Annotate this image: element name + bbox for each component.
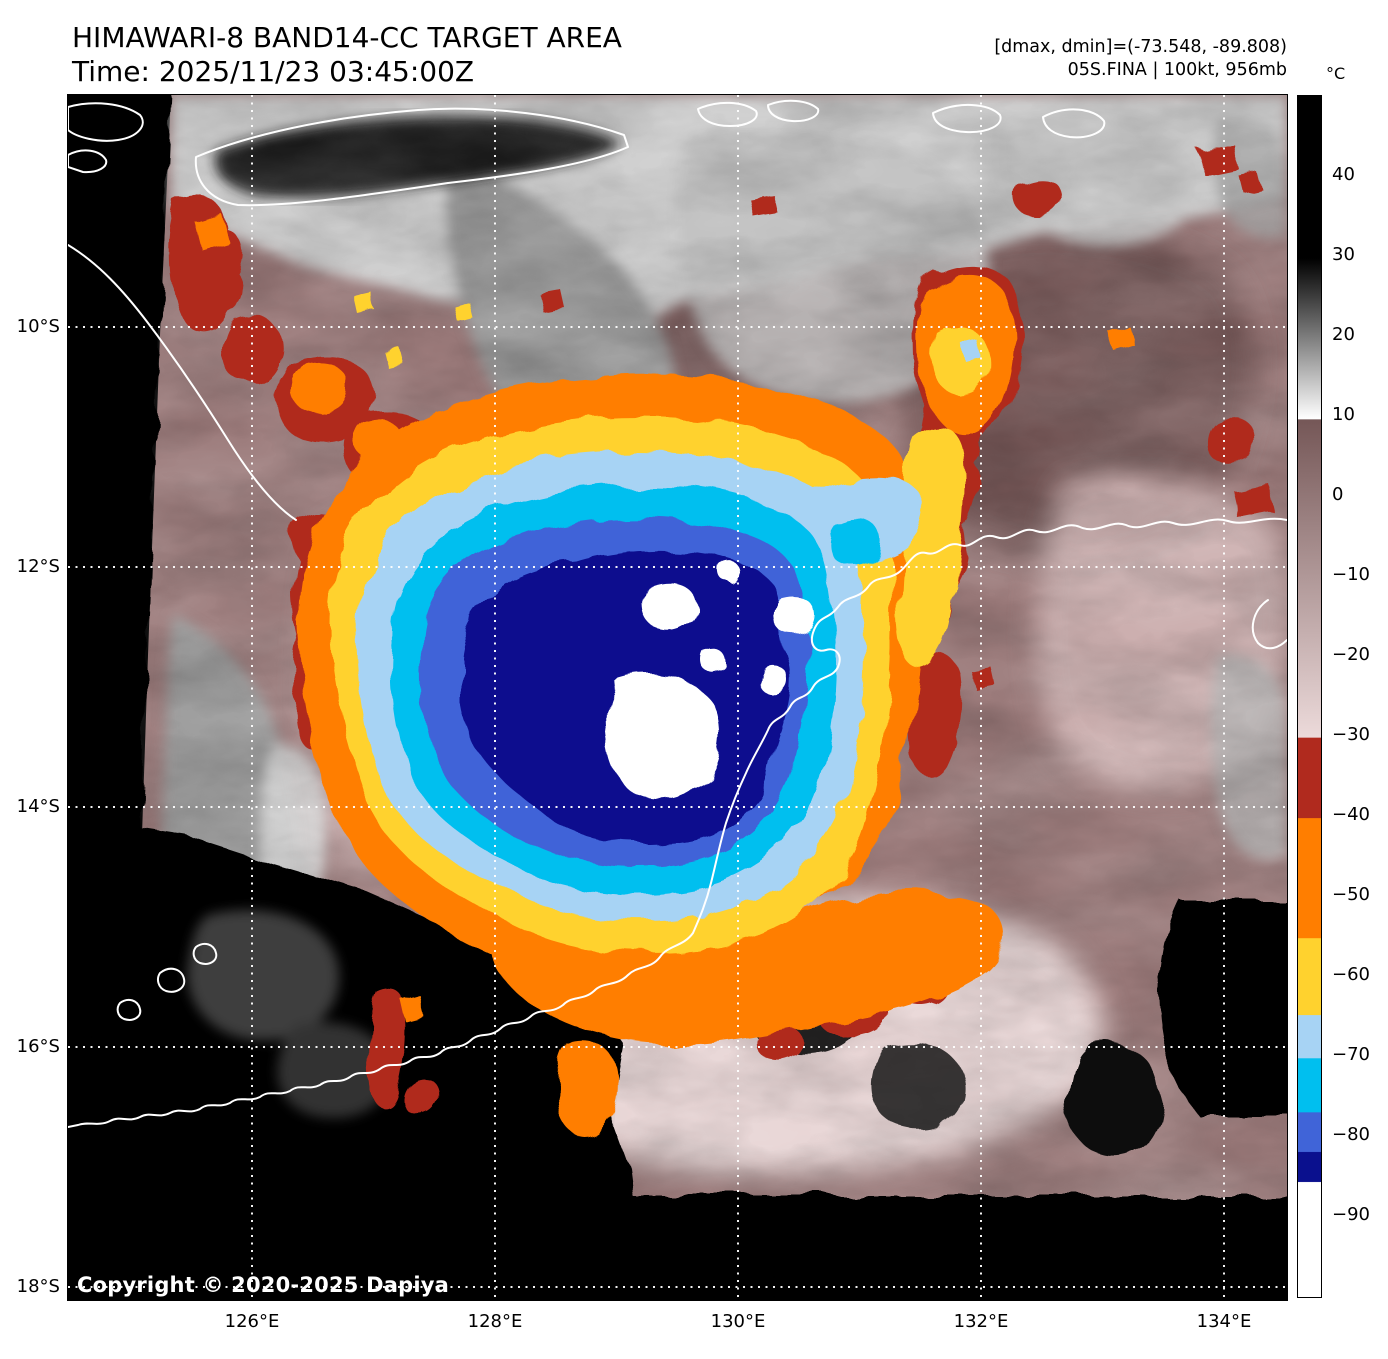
satellite-image — [68, 95, 1287, 1300]
coast-inlet-e — [1251, 599, 1287, 650]
colorbar-tick: −50 — [1332, 884, 1370, 905]
kimberley-island3 — [116, 998, 142, 1021]
lat-tick: 16°S — [16, 1036, 60, 1057]
colorbar-tick: −60 — [1332, 964, 1370, 985]
island-chain-sw — [68, 244, 297, 521]
lon-tick: 130°E — [710, 1311, 766, 1332]
lon-tick: 132°E — [953, 1311, 1009, 1332]
island-n4 — [1042, 108, 1106, 139]
colorbar-tick: 10 — [1332, 404, 1355, 425]
island-n1 — [697, 101, 758, 127]
copyright-watermark: Copyright © 2020-2025 Dapiya — [77, 1273, 449, 1297]
temperature-colorbar — [1297, 95, 1322, 1298]
page-title: HIMAWARI-8 BAND14-CC TARGET AREA — [72, 21, 622, 54]
colorbar-tick: −80 — [1332, 1124, 1370, 1145]
timestamp: Time: 2025/11/23 03:45:00Z — [72, 55, 475, 88]
lat-tick: 12°S — [16, 556, 60, 577]
island-nw1 — [68, 102, 144, 142]
colorbar-tick: −20 — [1332, 644, 1370, 665]
colorbar-unit: °C — [1326, 64, 1346, 83]
colorbar-tick: 0 — [1332, 484, 1344, 505]
colorbar-tick: −30 — [1332, 724, 1370, 745]
lon-tick: 134°E — [1196, 1311, 1252, 1332]
colorbar-tick: 40 — [1332, 164, 1355, 185]
dmax-dmin-readout: [dmax, dmin]=(-73.548, -89.808) — [994, 37, 1287, 57]
lat-tick: 14°S — [16, 796, 60, 817]
lon-tick: 126°E — [224, 1311, 280, 1332]
satellite-map[interactable]: Copyright © 2020-2025 Dapiya — [67, 94, 1288, 1301]
storm-id-intensity: 05S.FINA | 100kt, 956mb — [1067, 60, 1287, 81]
colorbar-tick: 30 — [1332, 244, 1355, 265]
colorbar-tick: −10 — [1332, 564, 1370, 585]
coastlines — [68, 99, 1287, 1128]
australia-coastline — [68, 517, 1287, 1128]
lon-tick: 128°E — [467, 1311, 523, 1332]
timor-coastline — [194, 107, 629, 207]
clear-sea-se — [1159, 900, 1287, 1115]
graticule — [68, 95, 1287, 1300]
island-n2 — [767, 99, 820, 123]
faint-cloud-sw1 — [187, 910, 340, 1041]
dark-lump-se — [1066, 1042, 1161, 1156]
kimberley-island2 — [192, 942, 218, 965]
dark-lump-s3 — [871, 1042, 966, 1131]
colorbar-tick: −90 — [1332, 1204, 1370, 1225]
colorbar-tick: −70 — [1332, 1044, 1370, 1065]
island-n3 — [932, 103, 1002, 134]
clear-sea-sw — [68, 798, 633, 1205]
colorbar-tick: −40 — [1332, 804, 1370, 825]
island-nw2 — [68, 149, 108, 174]
clear-band-bottom — [68, 1195, 1287, 1300]
colorbar-tick: 20 — [1332, 324, 1355, 345]
swath-edge-black — [68, 95, 171, 840]
lat-tick: 10°S — [16, 316, 60, 337]
overshooting-tops-white — [605, 563, 816, 802]
kimberley-island1 — [157, 967, 186, 993]
lat-tick: 18°S — [16, 1276, 60, 1297]
storm-annotation: [dmax, dmin]=(-73.548, -89.808) 05S.FINA… — [994, 36, 1287, 82]
